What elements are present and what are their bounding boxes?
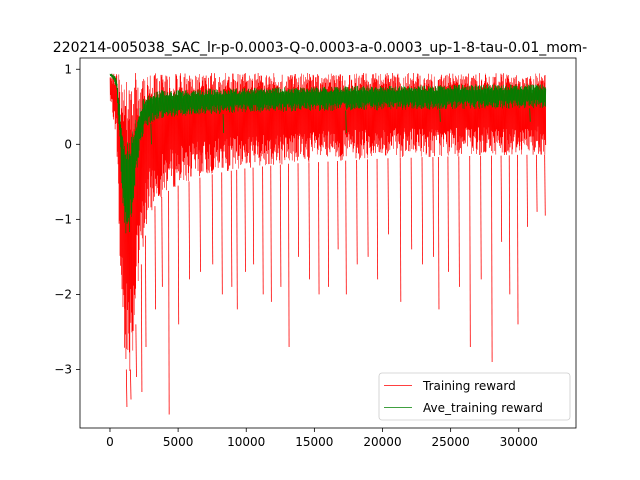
- training-reward-spike: [356, 159, 358, 265]
- training-reward-spike: [297, 163, 300, 257]
- x-tick-label: 0: [106, 435, 114, 449]
- y-tick-label: 0: [64, 137, 72, 151]
- x-tick-label: 15000: [295, 435, 333, 449]
- training-reward-spike: [199, 177, 201, 272]
- plot-area: [109, 73, 547, 415]
- training-reward-spike: [399, 157, 402, 302]
- training-reward-spike: [345, 160, 347, 295]
- training-reward-spike: [447, 156, 449, 272]
- training-reward-spike: [130, 369, 132, 400]
- legend-label-ave-training-reward: Ave_training reward: [423, 401, 543, 415]
- training-reward-spike: [410, 157, 413, 250]
- training-reward-spike: [421, 157, 424, 265]
- training-reward-spike: [168, 190, 170, 415]
- training-reward-spike: [140, 264, 143, 392]
- training-reward-spike: [367, 159, 369, 257]
- training-reward-spike: [500, 155, 503, 242]
- training-reward-spike: [469, 156, 471, 347]
- y-tick-label: −2: [54, 287, 72, 301]
- training-reward-spike: [327, 161, 330, 287]
- training-reward-spike: [458, 156, 460, 287]
- y-tick-label: 1: [64, 62, 72, 76]
- ave-training-reward-dip: [150, 123, 152, 145]
- training-reward-spike: [318, 162, 320, 295]
- training-reward-spike: [236, 169, 238, 310]
- series-ave-training-reward: [109, 73, 547, 234]
- ave-training-reward-line: [109, 73, 547, 234]
- legend-box: [378, 372, 571, 421]
- x-axis-ticks: 0 5000 10000 15000 20000 25000 30000: [106, 428, 538, 449]
- training-reward-spike: [244, 168, 246, 272]
- training-reward-spike: [262, 166, 264, 295]
- training-reward-spike: [221, 172, 223, 295]
- training-reward-spike: [252, 167, 255, 265]
- chart-title: 220214-005038_SAC_lr-p-0.0003-Q-0.0003-a…: [53, 40, 587, 56]
- training-reward-spike: [211, 174, 214, 265]
- training-reward-spike: [376, 158, 379, 280]
- x-tick-label: 25000: [432, 435, 470, 449]
- training-reward-spike: [188, 181, 191, 280]
- ave-training-reward-dip: [222, 114, 225, 134]
- training-reward-spike: [279, 164, 282, 287]
- legend: Training reward Ave_training reward: [378, 372, 571, 421]
- ave-training-reward-dip: [439, 109, 441, 122]
- training-reward-spike: [337, 161, 339, 250]
- training-reward-spike: [508, 155, 511, 295]
- training-reward-spike: [270, 165, 272, 302]
- training-reward-spike: [544, 154, 546, 216]
- training-reward-spike: [480, 155, 482, 280]
- training-reward-spike: [517, 154, 519, 325]
- y-tick-label: −1: [54, 212, 72, 226]
- training-reward-spike: [145, 235, 147, 347]
- ave-training-reward-dip: [345, 110, 347, 134]
- x-tick-label: 30000: [500, 435, 538, 449]
- ave-training-reward-dip: [529, 108, 531, 122]
- training-reward-spike: [308, 162, 310, 280]
- training-reward-spike: [432, 157, 434, 257]
- y-tick-label: −3: [54, 362, 72, 376]
- y-axis-ticks: 1 0 −1 −2 −3: [54, 62, 80, 376]
- x-tick-label: 20000: [363, 435, 401, 449]
- training-reward-spike: [526, 154, 528, 227]
- training-reward-spike: [491, 155, 493, 362]
- training-reward-spike: [135, 324, 137, 377]
- series-training-reward: [109, 73, 547, 415]
- x-tick-label: 5000: [163, 435, 194, 449]
- training-reward-spike: [177, 185, 180, 325]
- axes-frame: [79, 57, 577, 429]
- training-reward-spike: [288, 163, 290, 347]
- legend-label-training-reward: Training reward: [422, 379, 516, 393]
- training-reward-spike: [125, 369, 128, 407]
- training-reward-spike: [161, 197, 163, 287]
- x-tick-label: 10000: [227, 435, 265, 449]
- training-reward-spike: [387, 158, 389, 235]
- training-reward-spike: [536, 154, 538, 212]
- training-reward-spike: [437, 156, 440, 310]
- training-reward-spike: [154, 206, 156, 310]
- training-reward-spike: [230, 170, 233, 287]
